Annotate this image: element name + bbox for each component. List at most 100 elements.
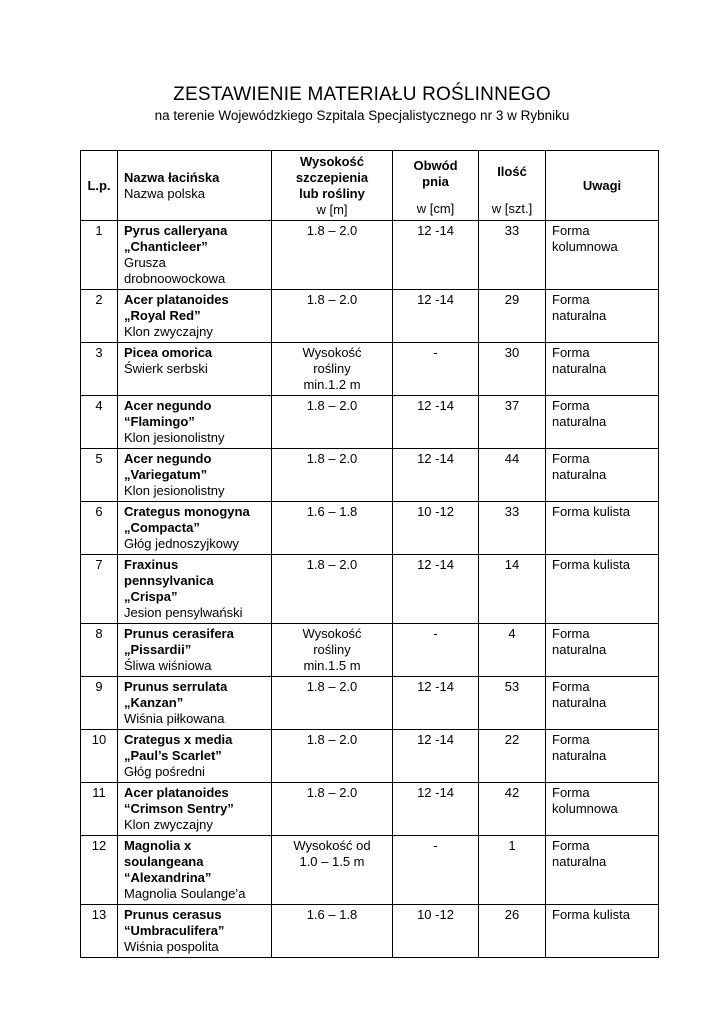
cell-height: 1.6 – 1.8: [271, 904, 393, 958]
cell-lp: 7: [80, 554, 118, 624]
cell-lp: 10: [80, 729, 118, 783]
cell-notes: Forma naturalna: [545, 395, 659, 449]
cell-girth: -: [392, 835, 479, 905]
latin-name: Acer negundo “Flamingo”: [124, 398, 212, 429]
table-row: 3 Picea omorica Świerk serbski Wysokość roś…: [80, 342, 659, 396]
document-subtitle: na terenie Wojewódzkiego Szpitala Specja…: [154, 108, 570, 123]
cell-lp: 4: [80, 395, 118, 449]
cell-girth: -: [392, 342, 479, 396]
cell-name: Prunus cerasus “Umbraculifera” Wiśnia pos…: [117, 904, 272, 958]
cell-notes: Forma kolumnowa: [545, 782, 659, 836]
header-girth-unit: w [cm]: [416, 200, 455, 216]
cell-girth: -: [392, 623, 479, 677]
cell-qty: 44: [478, 448, 546, 502]
latin-name: Pyrus calleryana „Chanticleer”: [124, 223, 228, 254]
cell-height: 1.8 – 2.0: [271, 782, 393, 836]
cell-lp: 3: [80, 342, 118, 396]
cell-height: 1.8 – 2.0: [271, 729, 393, 783]
polish-name: Grusza drobnoowockowa: [124, 255, 226, 286]
plant-table-body: 1 Pyrus calleryana „Chanticleer” Grusza dr…: [80, 220, 659, 958]
header-name: Nazwa łacińska Nazwa polska: [117, 150, 272, 221]
document-title: ZESTAWIENIE MATERIAŁU ROŚLINNEGO: [173, 84, 551, 105]
cell-notes: Forma kulista: [545, 554, 659, 624]
cell-girth: 12 -14: [392, 729, 479, 783]
cell-girth: 10 -12: [392, 501, 479, 555]
cell-lp: 5: [80, 448, 118, 502]
cell-qty: 22: [478, 729, 546, 783]
cell-name: Fraxinus pennsylvanica „Crispa” Jesion pe…: [117, 554, 272, 624]
header-qty-label: Ilość: [497, 163, 527, 179]
cell-qty: 29: [478, 289, 546, 343]
table-row: 2 Acer platanoides „Royal Red” Klon zwycza…: [80, 289, 659, 343]
table-row: 9 Prunus serrulata „Kanzan” Wiśnia piłkowa…: [80, 676, 659, 730]
cell-lp: 1: [80, 220, 118, 290]
header-name-polish: Nazwa polska: [124, 185, 205, 201]
latin-name: Fraxinus pennsylvanica „Crispa”: [124, 557, 214, 604]
cell-lp: 13: [80, 904, 118, 958]
polish-name: Klon jesionolistny: [124, 483, 225, 498]
latin-name: Prunus cerasus “Umbraculifera”: [124, 907, 225, 938]
cell-height: 1.8 – 2.0: [271, 395, 393, 449]
cell-name: Acer negundo „Variegatum” Klon jesionolis…: [117, 448, 272, 502]
latin-name: Prunus cerasifera „Pissardii”: [124, 626, 234, 657]
cell-lp: 12: [80, 835, 118, 905]
cell-girth: 12 -14: [392, 220, 479, 290]
cell-height: 1.8 – 2.0: [271, 554, 393, 624]
polish-name: Klon jesionolistny: [124, 430, 225, 445]
latin-name: Acer platanoides “Crimson Sentry”: [124, 785, 234, 816]
cell-name: Acer platanoides “Crimson Sentry” Klon zw…: [117, 782, 272, 836]
polish-name: Magnolia Soulange’a: [124, 886, 246, 901]
cell-lp: 8: [80, 623, 118, 677]
table-header: L.p. Nazwa łacińska Nazwa polska Wysokoś…: [80, 150, 659, 221]
cell-height: Wysokość rośliny min.1.2 m: [271, 342, 393, 396]
cell-notes: Forma kulista: [545, 501, 659, 555]
cell-girth: 12 -14: [392, 395, 479, 449]
cell-notes: Forma naturalna: [545, 342, 659, 396]
cell-girth: 12 -14: [392, 782, 479, 836]
latin-name: Magnolia x soulangeana “Alexandrina”: [124, 838, 212, 885]
polish-name: Głóg pośredni: [124, 764, 205, 779]
header-lp: L.p.: [80, 150, 118, 221]
cell-name: Crategus monogyna „Compacta” Głóg jednosz…: [117, 501, 272, 555]
cell-name: Magnolia x soulangeana “Alexandrina” Magn…: [117, 835, 272, 905]
cell-qty: 33: [478, 220, 546, 290]
cell-name: Prunus serrulata „Kanzan” Wiśnia piłkowan…: [117, 676, 272, 730]
cell-name: Picea omorica Świerk serbski: [117, 342, 272, 396]
latin-name: Acer platanoides „Royal Red”: [124, 292, 229, 323]
latin-name: Picea omorica: [124, 345, 213, 360]
header-lp-label: L.p.: [87, 177, 111, 193]
cell-name: Acer platanoides „Royal Red” Klon zwyczaj…: [117, 289, 272, 343]
polish-name: Głóg jednoszyjkowy: [124, 536, 239, 551]
polish-name: Wiśnia piłkowana: [124, 711, 225, 726]
polish-name: Jesion pensylwański: [124, 605, 243, 620]
cell-height: Wysokość rośliny min.1.5 m: [271, 623, 393, 677]
cell-notes: Forma naturalna: [545, 835, 659, 905]
cell-lp: 9: [80, 676, 118, 730]
cell-lp: 2: [80, 289, 118, 343]
cell-name: Crategus x media „Paul’s Scarlet” Głóg po…: [117, 729, 272, 783]
cell-qty: 26: [478, 904, 546, 958]
header-girth: Obwód pnia w [cm]: [392, 150, 479, 221]
header-qty-unit: w [szt.]: [491, 200, 533, 216]
table-row: 7 Fraxinus pennsylvanica „Crispa” Jesion p…: [80, 554, 659, 624]
cell-height: 1.8 – 2.0: [271, 220, 393, 290]
cell-qty: 53: [478, 676, 546, 730]
cell-notes: Forma kolumnowa: [545, 220, 659, 290]
document-header: ZESTAWIENIE MATERIAŁU ROŚLINNEGO na tere…: [0, 0, 724, 124]
table-row: 4 Acer negundo “Flamingo” Klon jesionolist…: [80, 395, 659, 449]
cell-notes: Forma naturalna: [545, 623, 659, 677]
cell-girth: 12 -14: [392, 676, 479, 730]
cell-notes: Forma naturalna: [545, 729, 659, 783]
cell-height: Wysokość od 1.0 – 1.5 m: [271, 835, 393, 905]
header-girth-label: Obwód pnia: [413, 158, 458, 190]
cell-notes: Forma naturalna: [545, 448, 659, 502]
table-row: 8 Prunus cerasifera „Pissardii” Śliwa wiśn…: [80, 623, 659, 677]
table-row: 10 Crategus x media „Paul’s Scarlet” Głóg …: [80, 729, 659, 783]
table-row: 1 Pyrus calleryana „Chanticleer” Grusza dr…: [80, 220, 659, 290]
cell-girth: 10 -12: [392, 904, 479, 958]
table-row: 5 Acer negundo „Variegatum” Klon jesionoli…: [80, 448, 659, 502]
latin-name: Crategus x media „Paul’s Scarlet”: [124, 732, 233, 763]
plant-material-table: L.p. Nazwa łacińska Nazwa polska Wysokoś…: [80, 150, 659, 958]
table-row: 12 Magnolia x soulangeana “Alexandrina” Ma…: [80, 835, 659, 905]
